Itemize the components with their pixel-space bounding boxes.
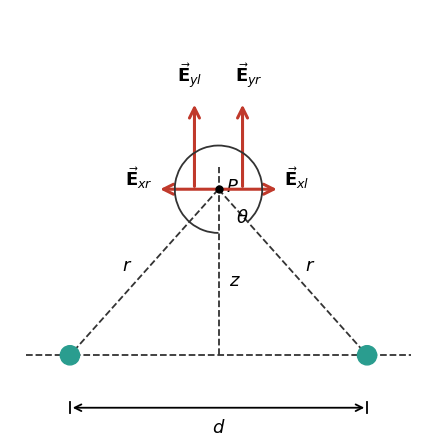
Text: $r$: $r$: [121, 257, 132, 275]
Text: $d$: $d$: [212, 419, 225, 436]
Text: $\vec{\mathbf{E}}_{xr}$: $\vec{\mathbf{E}}_{xr}$: [125, 165, 153, 191]
Text: $\theta$: $\theta$: [236, 209, 249, 226]
Text: $\vec{\mathbf{E}}_{xl}$: $\vec{\mathbf{E}}_{xl}$: [284, 165, 309, 191]
Text: $\vec{\mathbf{E}}_{yl}$: $\vec{\mathbf{E}}_{yl}$: [177, 62, 203, 91]
Text: $P$: $P$: [226, 178, 239, 197]
Circle shape: [60, 346, 80, 365]
Text: $z$: $z$: [229, 272, 241, 290]
Text: $r$: $r$: [305, 257, 316, 275]
Text: $\vec{\mathbf{E}}_{yr}$: $\vec{\mathbf{E}}_{yr}$: [235, 62, 263, 91]
Circle shape: [357, 346, 377, 365]
